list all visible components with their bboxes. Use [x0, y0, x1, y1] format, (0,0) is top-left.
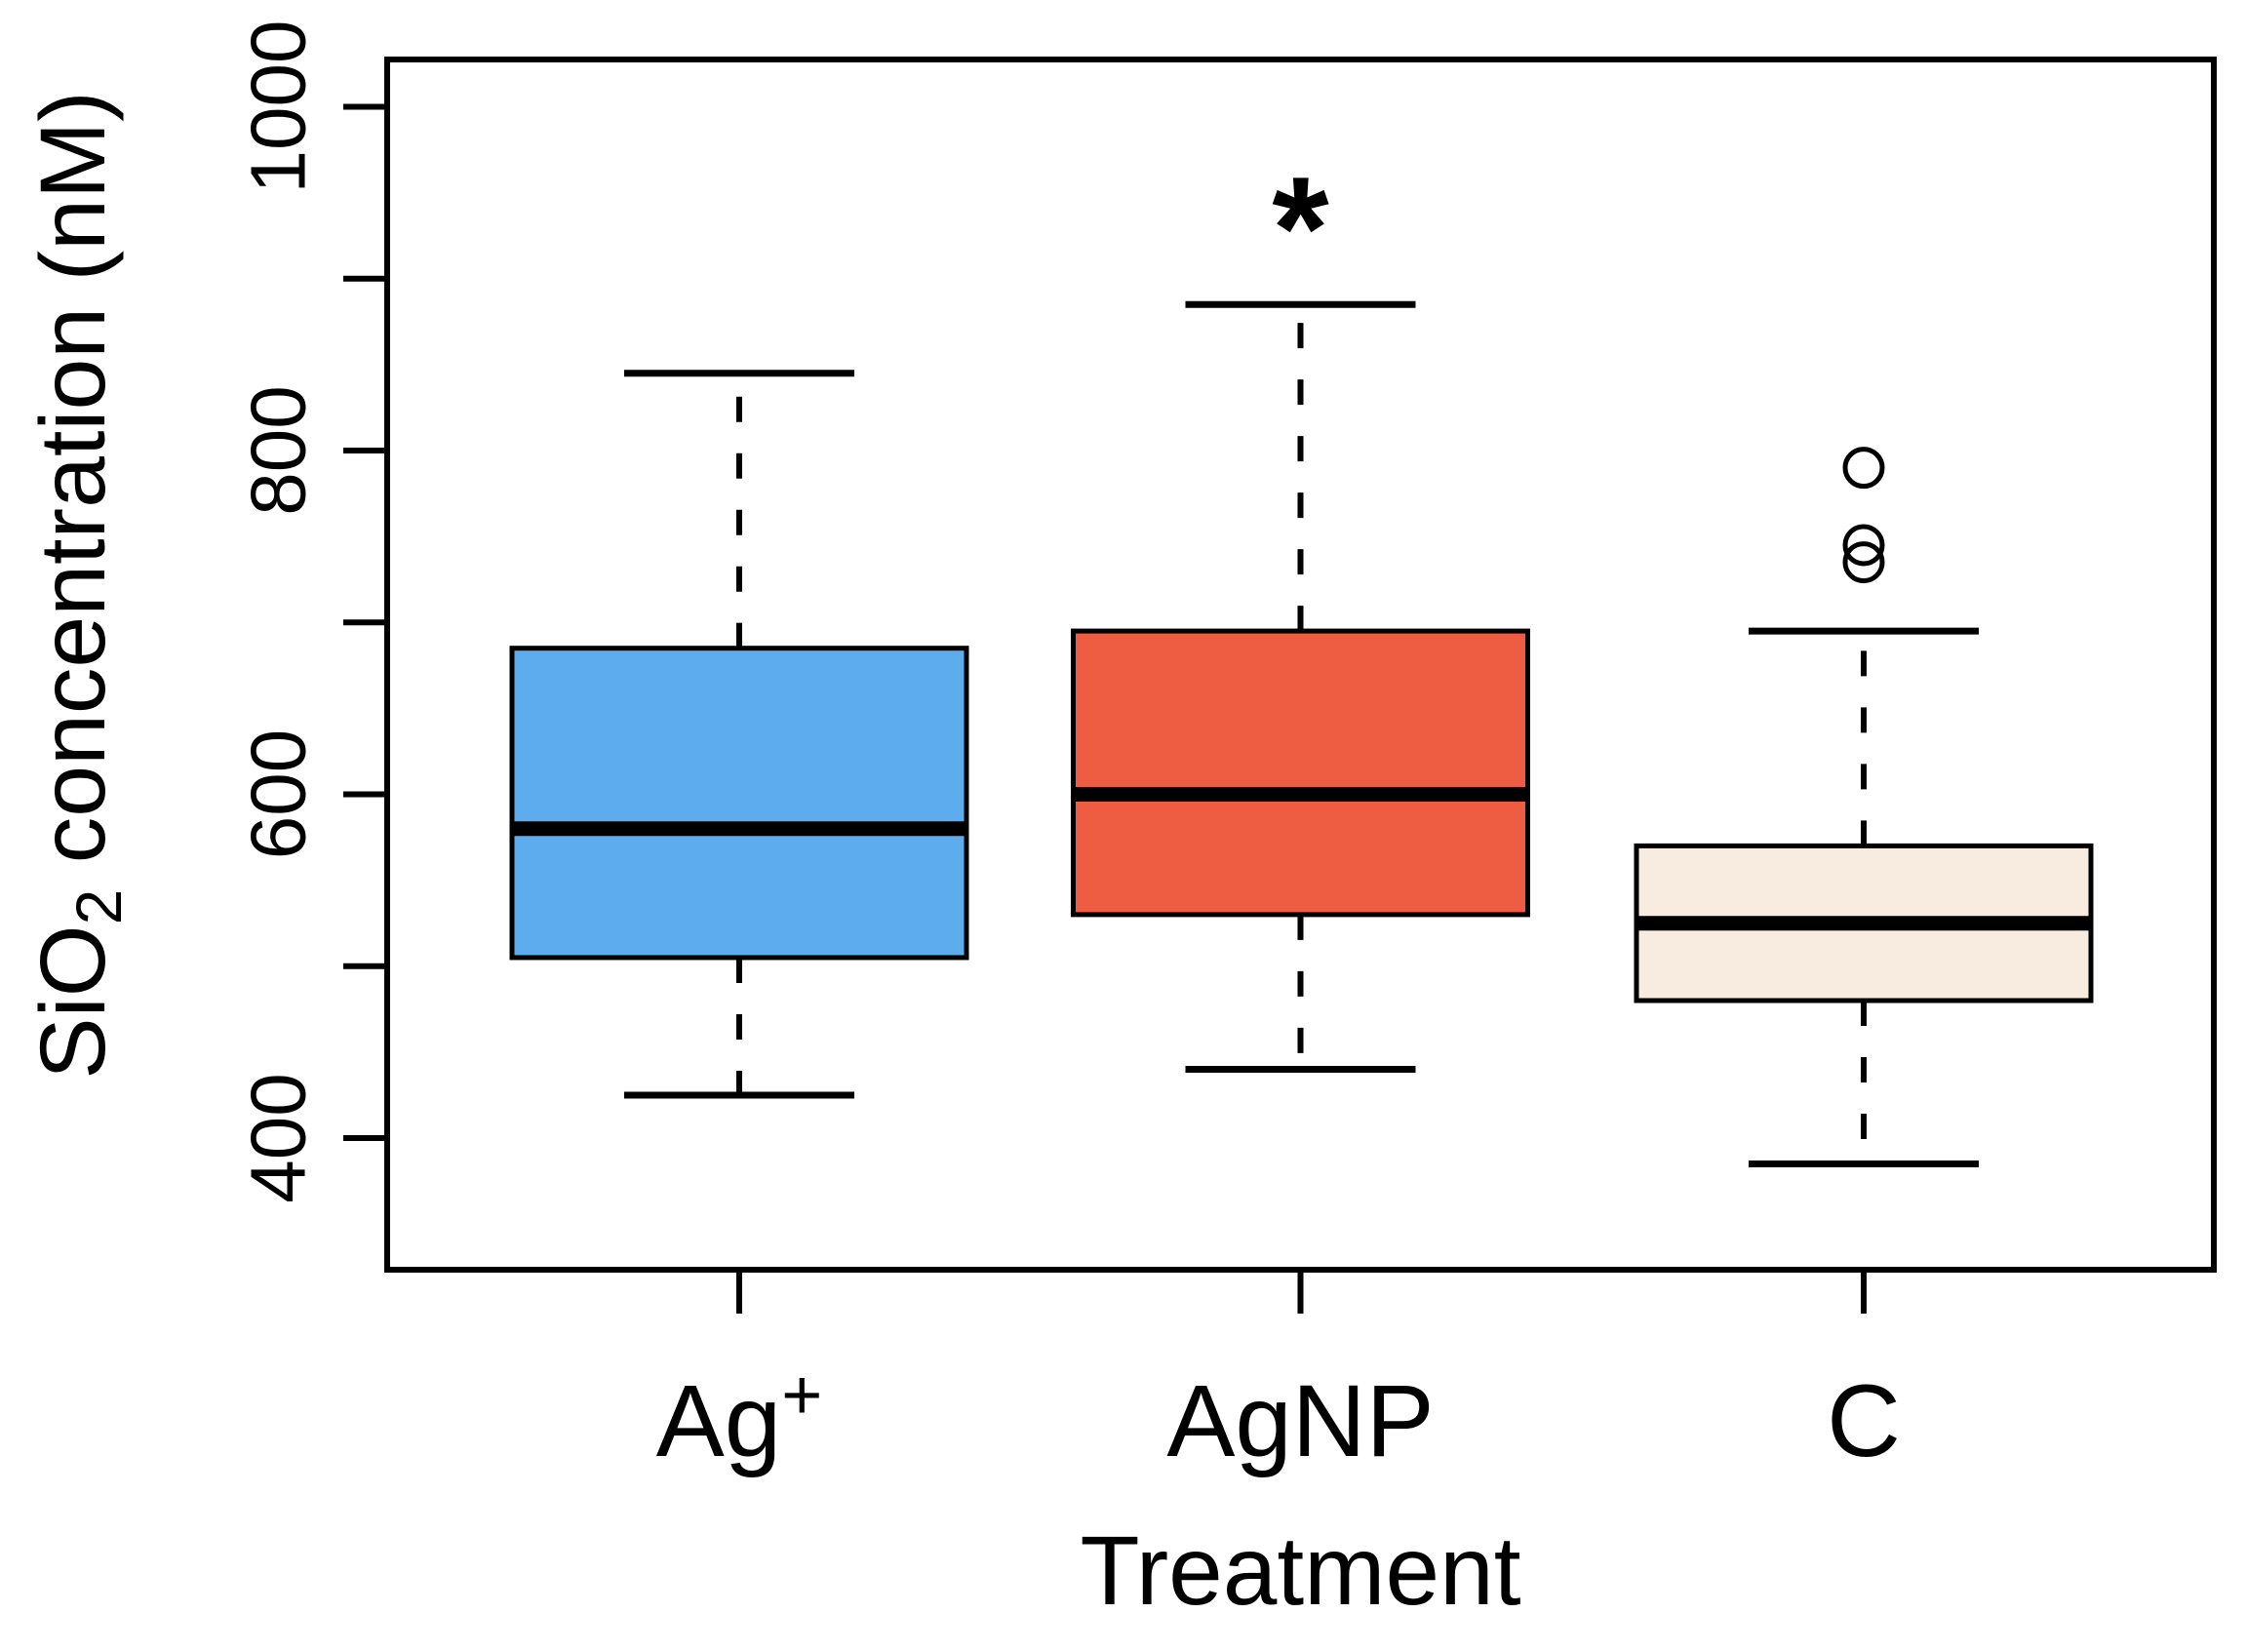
box-group-c: C — [1634, 447, 2094, 1478]
y-axis-tick-label: 800 — [235, 385, 322, 515]
x-category-label-c: C — [1827, 1364, 1901, 1478]
iqr-box — [509, 646, 969, 961]
outlier-point — [1842, 447, 1885, 490]
y-axis-tick-label: 400 — [235, 1073, 322, 1202]
x-category-label-ag: Ag+ — [656, 1357, 822, 1478]
x-axis-title: Treatment — [1080, 1516, 1520, 1626]
y-axis-title: SiO2 concentration (nM) — [21, 91, 135, 1080]
y-axis-tick-label: 1000 — [235, 20, 322, 194]
y-axis-tick-label: 600 — [235, 729, 322, 859]
iqr-box — [1071, 628, 1530, 918]
x-category-label-agnp: AgNP — [1166, 1364, 1434, 1478]
outlier-point — [1842, 541, 1885, 584]
outlier-point — [1842, 524, 1885, 567]
significance-asterisk: * — [1272, 146, 1329, 310]
box-group-ag: Ag+ — [509, 370, 969, 1478]
box-group-agnp: * AgNP — [1071, 146, 1530, 1478]
